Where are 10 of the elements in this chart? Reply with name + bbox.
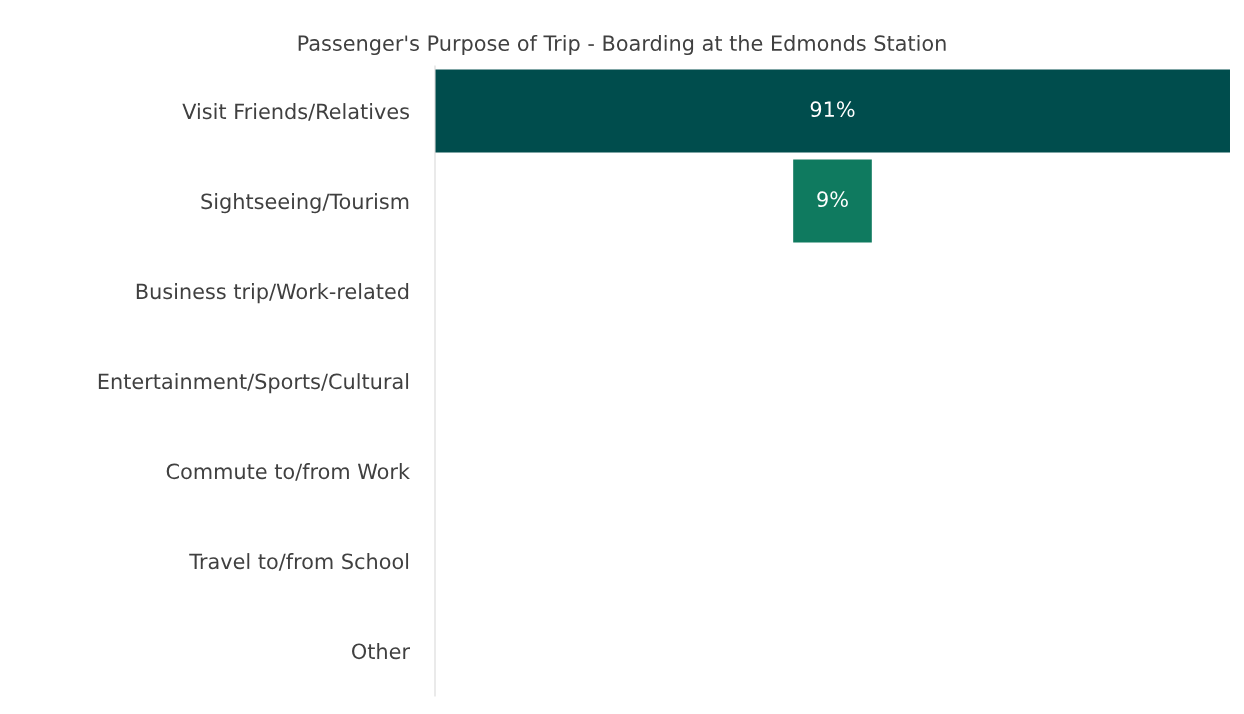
text: Passenger's Purpose of Trip - Boarding at the Edmonds Station xyxy=(298,34,946,56)
category-label: Sightseeing/Tourism xyxy=(201,193,409,214)
category-label: Business trip/Work-related xyxy=(136,283,409,304)
category-label: Visit Friends/Relatives xyxy=(182,103,409,121)
data-label: 91% xyxy=(810,101,855,118)
category-label: Other xyxy=(352,643,410,660)
category-label: Travel to/from School xyxy=(189,553,409,571)
category-label: Commute to/from Work xyxy=(166,463,410,481)
data-label: 9% xyxy=(817,191,848,208)
category-label: Entertainment/Sports/Cultural xyxy=(98,373,409,394)
